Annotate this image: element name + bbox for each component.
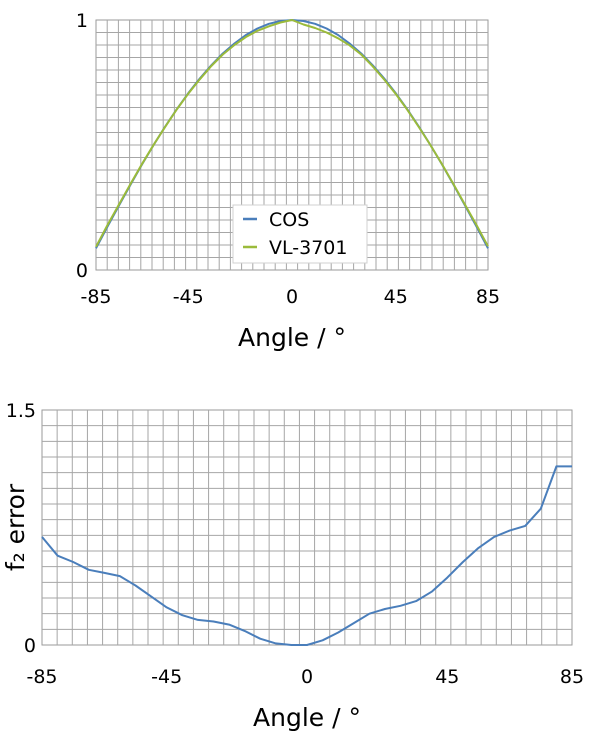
legend: COS VL-3701 (232, 204, 368, 264)
y-tick-label: 0 (76, 260, 88, 282)
x-tick-label: 45 (435, 666, 459, 688)
x-tick-label: 0 (301, 666, 313, 688)
x-axis-label: Angle / ° (238, 323, 346, 352)
chart-2: -85 -45 0 45 85 0 1.5 Angle / ° f₂ error (1, 400, 584, 732)
chart-1: -85 -45 0 45 85 0 1 Angle / ° COS VL-3701 (76, 10, 500, 352)
legend-label: COS (269, 209, 309, 231)
x-tick-label: -85 (80, 286, 111, 308)
x-tick-label: 45 (384, 286, 408, 308)
x-tick-label: 85 (560, 666, 584, 688)
series-line-vl-3701 (95, 19, 489, 248)
x-axis-label: Angle / ° (253, 703, 361, 732)
gridlines (42, 410, 572, 645)
y-tick-label: 0 (24, 635, 36, 657)
y-axis-label: f₂ error (1, 483, 30, 571)
x-tick-label: 85 (476, 286, 500, 308)
y-tick-label: 1.5 (6, 400, 36, 422)
legend-label: VL-3701 (269, 237, 347, 259)
series-line-f2-error (41, 465, 572, 646)
y-tick-label: 1 (76, 10, 88, 32)
legend-box (232, 204, 368, 264)
x-tick-label: -45 (173, 286, 204, 308)
x-tick-label: -85 (26, 666, 57, 688)
x-tick-label: 0 (286, 286, 298, 308)
x-tick-label: -45 (151, 666, 182, 688)
plot-area (41, 409, 573, 646)
